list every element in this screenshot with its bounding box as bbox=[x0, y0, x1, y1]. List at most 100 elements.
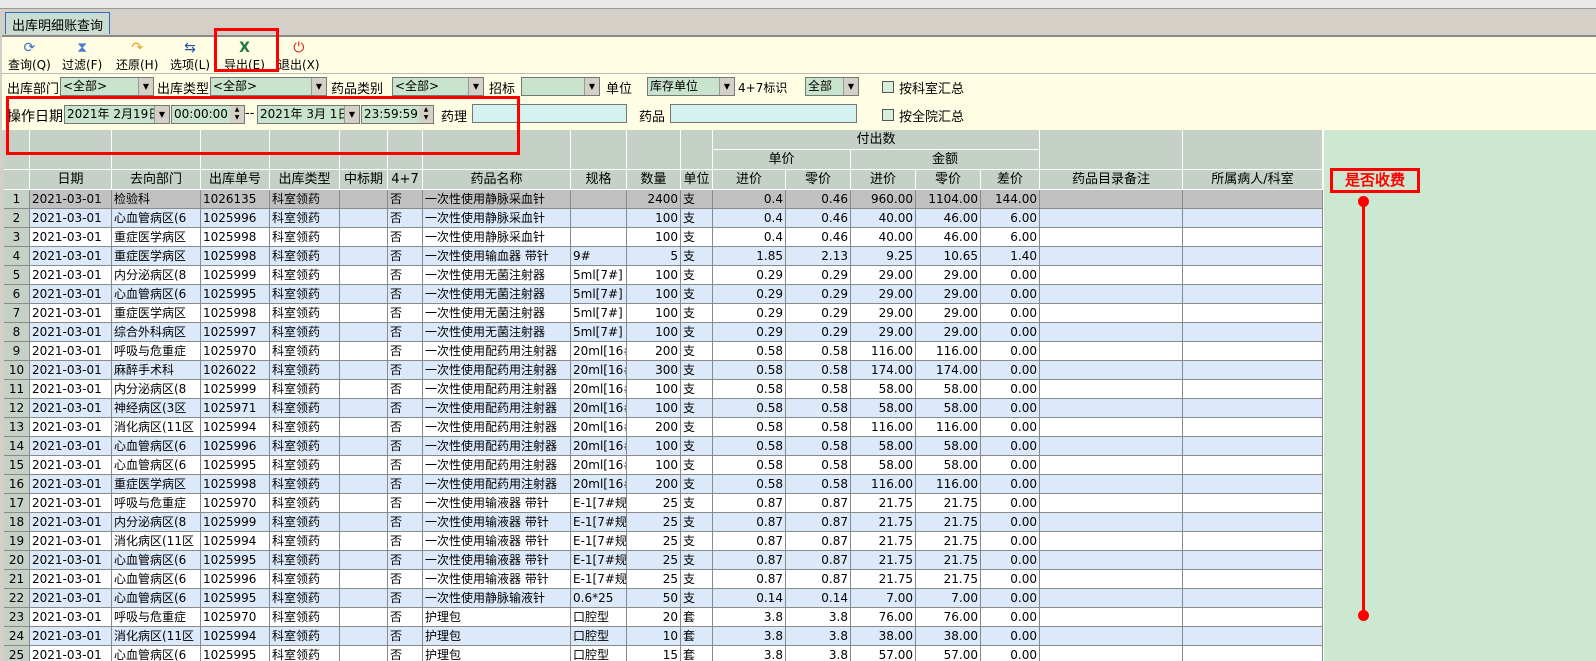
table-cell[interactable]: 0.29 bbox=[713, 266, 786, 285]
table-cell[interactable]: 支 bbox=[681, 380, 713, 399]
table-cell[interactable]: 58.00 bbox=[851, 456, 916, 475]
table-cell[interactable]: 心血管病区(6 bbox=[112, 589, 201, 608]
table-cell[interactable] bbox=[571, 190, 627, 209]
chevron-down-icon[interactable]: ▼ bbox=[344, 106, 359, 123]
table-cell[interactable]: 心血管病区(6 bbox=[112, 551, 201, 570]
table-cell[interactable]: 1.85 bbox=[713, 247, 786, 266]
table-cell[interactable]: 否 bbox=[388, 285, 423, 304]
table-cell[interactable]: 5 bbox=[627, 247, 681, 266]
table-cell[interactable] bbox=[1183, 323, 1323, 342]
table-cell[interactable]: 否 bbox=[388, 266, 423, 285]
table-cell[interactable]: 0.87 bbox=[786, 494, 851, 513]
table-cell[interactable]: 一次性使用静脉采血针 bbox=[423, 190, 571, 209]
table-cell[interactable]: 0.46 bbox=[786, 209, 851, 228]
toolbar-button-0[interactable]: ⟳ 查询(Q) bbox=[8, 40, 51, 73]
table-cell[interactable]: 29.00 bbox=[916, 285, 981, 304]
table-cell[interactable] bbox=[1040, 323, 1183, 342]
dept-select[interactable]: <全部> ▼ bbox=[60, 77, 154, 96]
table-cell[interactable] bbox=[1040, 285, 1183, 304]
table-cell[interactable]: 2021-03-01 bbox=[30, 209, 112, 228]
table-cell[interactable]: 2021-03-01 bbox=[30, 399, 112, 418]
table-cell[interactable]: 心血管病区(6 bbox=[112, 646, 201, 661]
column-header[interactable]: 进价 bbox=[713, 170, 786, 190]
table-cell[interactable] bbox=[1040, 551, 1183, 570]
table-cell[interactable]: 心血管病区(6 bbox=[112, 209, 201, 228]
table-cell[interactable]: 1025998 bbox=[201, 228, 270, 247]
spin-arrows-icon[interactable]: ▲ ▼ bbox=[230, 106, 244, 123]
table-cell[interactable] bbox=[340, 589, 388, 608]
table-cell[interactable]: 5ml[7#] bbox=[571, 304, 627, 323]
table-cell[interactable]: 29.00 bbox=[916, 266, 981, 285]
column-header[interactable]: 药品名称 bbox=[423, 170, 571, 190]
table-cell[interactable]: 1025994 bbox=[201, 627, 270, 646]
table-cell[interactable]: 0.00 bbox=[981, 494, 1040, 513]
table-cell[interactable]: 一次性使用输液器 带针 bbox=[423, 551, 571, 570]
table-cell[interactable]: 支 bbox=[681, 570, 713, 589]
table-cell[interactable]: 58.00 bbox=[916, 437, 981, 456]
table-cell[interactable]: 科室领药 bbox=[270, 209, 340, 228]
table-cell[interactable]: 0.46 bbox=[786, 228, 851, 247]
table-cell[interactable]: 重症医学病区 bbox=[112, 304, 201, 323]
row-number[interactable]: 20 bbox=[4, 551, 30, 570]
column-header[interactable]: 中标期 bbox=[340, 170, 388, 190]
pharm-input[interactable] bbox=[472, 104, 627, 123]
table-cell[interactable]: 960.00 bbox=[851, 190, 916, 209]
table-cell[interactable]: 2021-03-01 bbox=[30, 228, 112, 247]
row-number[interactable]: 2 bbox=[4, 209, 30, 228]
table-cell[interactable]: 否 bbox=[388, 323, 423, 342]
row-number[interactable]: 23 bbox=[4, 608, 30, 627]
table-cell[interactable]: 0.87 bbox=[786, 513, 851, 532]
table-cell[interactable]: 100 bbox=[627, 437, 681, 456]
table-cell[interactable]: 科室领药 bbox=[270, 608, 340, 627]
table-cell[interactable]: 检验科 bbox=[112, 190, 201, 209]
chevron-down-icon[interactable]: ▼ bbox=[311, 78, 326, 95]
column-header[interactable]: 零价 bbox=[786, 170, 851, 190]
table-cell[interactable]: 0.4 bbox=[713, 209, 786, 228]
table-cell[interactable]: 口腔型 bbox=[571, 646, 627, 661]
table-cell[interactable]: 1025970 bbox=[201, 608, 270, 627]
table-cell[interactable] bbox=[340, 285, 388, 304]
table-cell[interactable]: 一次性使用配药用注射器 bbox=[423, 475, 571, 494]
table-cell[interactable]: 174.00 bbox=[916, 361, 981, 380]
table-cell[interactable]: 21.75 bbox=[916, 551, 981, 570]
table-cell[interactable]: 科室领药 bbox=[270, 570, 340, 589]
table-cell[interactable]: 消化病区(11区 bbox=[112, 532, 201, 551]
table-cell[interactable]: 2021-03-01 bbox=[30, 323, 112, 342]
table-cell[interactable]: 100 bbox=[627, 456, 681, 475]
table-cell[interactable] bbox=[340, 646, 388, 661]
table-cell[interactable]: 10 bbox=[627, 627, 681, 646]
table-cell[interactable]: 29.00 bbox=[851, 285, 916, 304]
table-cell[interactable]: 支 bbox=[681, 437, 713, 456]
table-cell[interactable]: 套 bbox=[681, 608, 713, 627]
table-cell[interactable] bbox=[1040, 304, 1183, 323]
column-header[interactable]: 所属病人/科室 bbox=[1183, 170, 1323, 190]
table-cell[interactable]: 100 bbox=[627, 323, 681, 342]
chevron-down-icon[interactable]: ▼ bbox=[468, 78, 483, 95]
column-header[interactable]: 4+7 bbox=[388, 170, 423, 190]
table-cell[interactable]: 0.29 bbox=[786, 285, 851, 304]
row-number[interactable]: 14 bbox=[4, 437, 30, 456]
table-cell[interactable]: 2.13 bbox=[786, 247, 851, 266]
table-cell[interactable]: 46.00 bbox=[916, 228, 981, 247]
table-cell[interactable] bbox=[1183, 608, 1323, 627]
table-cell[interactable]: 科室领药 bbox=[270, 228, 340, 247]
by-dept-checkbox[interactable] bbox=[882, 81, 894, 93]
table-cell[interactable]: 2021-03-01 bbox=[30, 304, 112, 323]
table-cell[interactable]: 心血管病区(6 bbox=[112, 456, 201, 475]
table-cell[interactable]: 57.00 bbox=[851, 646, 916, 661]
table-cell[interactable]: 科室领药 bbox=[270, 247, 340, 266]
table-cell[interactable] bbox=[1183, 627, 1323, 646]
table-cell[interactable]: 科室领药 bbox=[270, 285, 340, 304]
table-cell[interactable]: 5ml[7#] bbox=[571, 323, 627, 342]
table-cell[interactable]: 2021-03-01 bbox=[30, 646, 112, 661]
table-cell[interactable]: 2021-03-01 bbox=[30, 418, 112, 437]
table-cell[interactable]: 116.00 bbox=[851, 418, 916, 437]
table-cell[interactable]: 一次性使用配药用注射器 bbox=[423, 456, 571, 475]
table-cell[interactable]: 15 bbox=[627, 646, 681, 661]
table-cell[interactable]: 57.00 bbox=[916, 646, 981, 661]
table-cell[interactable]: 1104.00 bbox=[916, 190, 981, 209]
table-cell[interactable]: 0.58 bbox=[713, 380, 786, 399]
table-cell[interactable]: 否 bbox=[388, 551, 423, 570]
table-cell[interactable]: 0.14 bbox=[786, 589, 851, 608]
table-cell[interactable] bbox=[1183, 646, 1323, 661]
